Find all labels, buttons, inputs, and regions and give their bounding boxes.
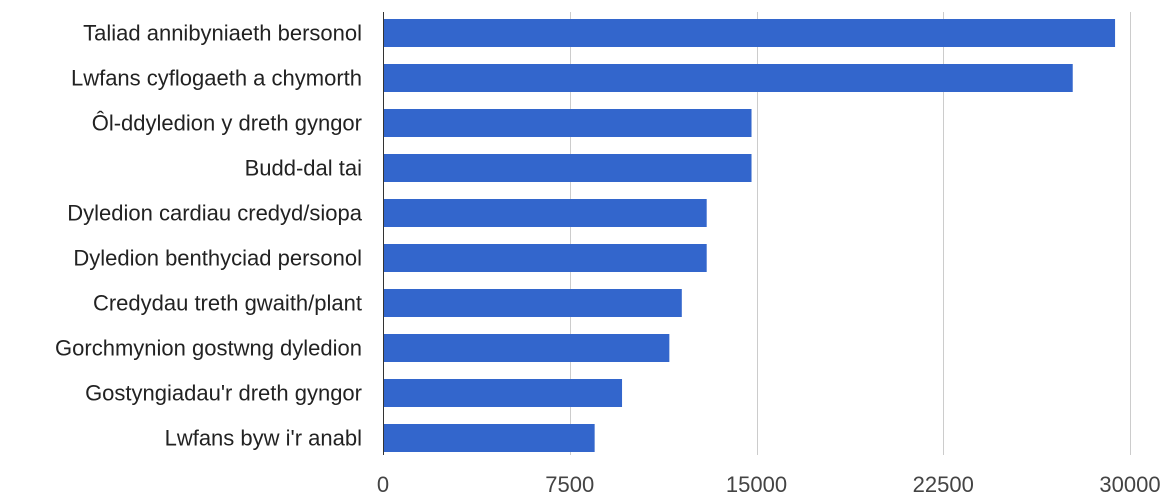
bar-6 bbox=[383, 244, 707, 272]
bar-2 bbox=[383, 64, 1073, 92]
category-label: Taliad annibyniaeth bersonol bbox=[83, 21, 362, 46]
category-label: Lwfans cyflogaeth a chymorth bbox=[71, 66, 362, 91]
category-label: Dyledion cardiau credyd/siopa bbox=[67, 201, 362, 226]
category-label: Budd-dal tai bbox=[245, 156, 362, 181]
category-label: Ôl-ddyledion y dreth gyngor bbox=[92, 111, 362, 136]
category-label: Lwfans byw i'r anabl bbox=[165, 426, 362, 451]
category-labels: Taliad annibyniaeth bersonol Lwfans cyflo… bbox=[55, 21, 363, 451]
bar-3 bbox=[383, 109, 752, 137]
bar-1 bbox=[383, 19, 1116, 47]
category-label: Gostyngiadau'r dreth gyngor bbox=[85, 381, 362, 406]
x-tick-label: 7500 bbox=[545, 472, 594, 497]
x-tick-labels: 0 7500 15000 22500 30000 bbox=[377, 472, 1161, 497]
category-label: Gorchmynion gostwng dyledion bbox=[55, 336, 362, 361]
bar-4 bbox=[383, 154, 752, 182]
bar-10 bbox=[383, 424, 595, 452]
x-tick-label: 30000 bbox=[1099, 472, 1160, 497]
bars bbox=[383, 19, 1116, 452]
bar-9 bbox=[383, 379, 623, 407]
x-tick-label: 22500 bbox=[913, 472, 974, 497]
bar-7 bbox=[383, 289, 682, 317]
bar-8 bbox=[383, 334, 670, 362]
x-tick-label: 0 bbox=[377, 472, 389, 497]
bar-5 bbox=[383, 199, 707, 227]
category-label: Credydau treth gwaith/plant bbox=[93, 291, 362, 316]
category-label: Dyledion benthyciad personol bbox=[73, 246, 362, 271]
x-tick-label: 15000 bbox=[726, 472, 787, 497]
